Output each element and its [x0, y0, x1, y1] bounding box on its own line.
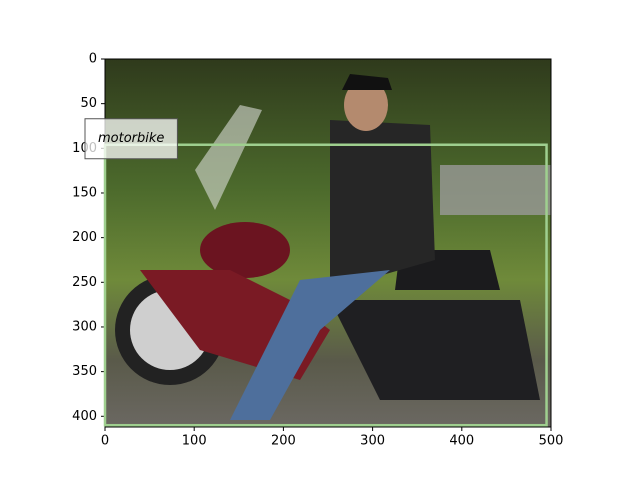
box-label-text: motorbike — [98, 131, 164, 146]
x-tick-label: 300 — [360, 434, 385, 449]
y-tick-label: 400 — [72, 409, 97, 424]
box-label-background — [84, 118, 178, 160]
photo — [105, 59, 551, 427]
y-tick-label: 200 — [72, 230, 97, 245]
bounding-box — [103, 143, 548, 427]
y-tick-label: 300 — [72, 319, 97, 334]
y-tick-label: 150 — [72, 185, 97, 200]
box-label: motorbike — [84, 118, 178, 160]
x-tick-label: 100 — [182, 434, 207, 449]
y-tick-label: 50 — [80, 96, 97, 111]
x-tick-label: 400 — [449, 434, 474, 449]
x-tick-label: 0 — [101, 434, 109, 449]
y-tick-label: 350 — [72, 364, 97, 379]
y-tick-label: 250 — [72, 275, 97, 290]
x-tick-label: 200 — [271, 434, 296, 449]
x-tick-label: 500 — [539, 434, 564, 449]
y-tick-label: 0 — [89, 52, 97, 67]
